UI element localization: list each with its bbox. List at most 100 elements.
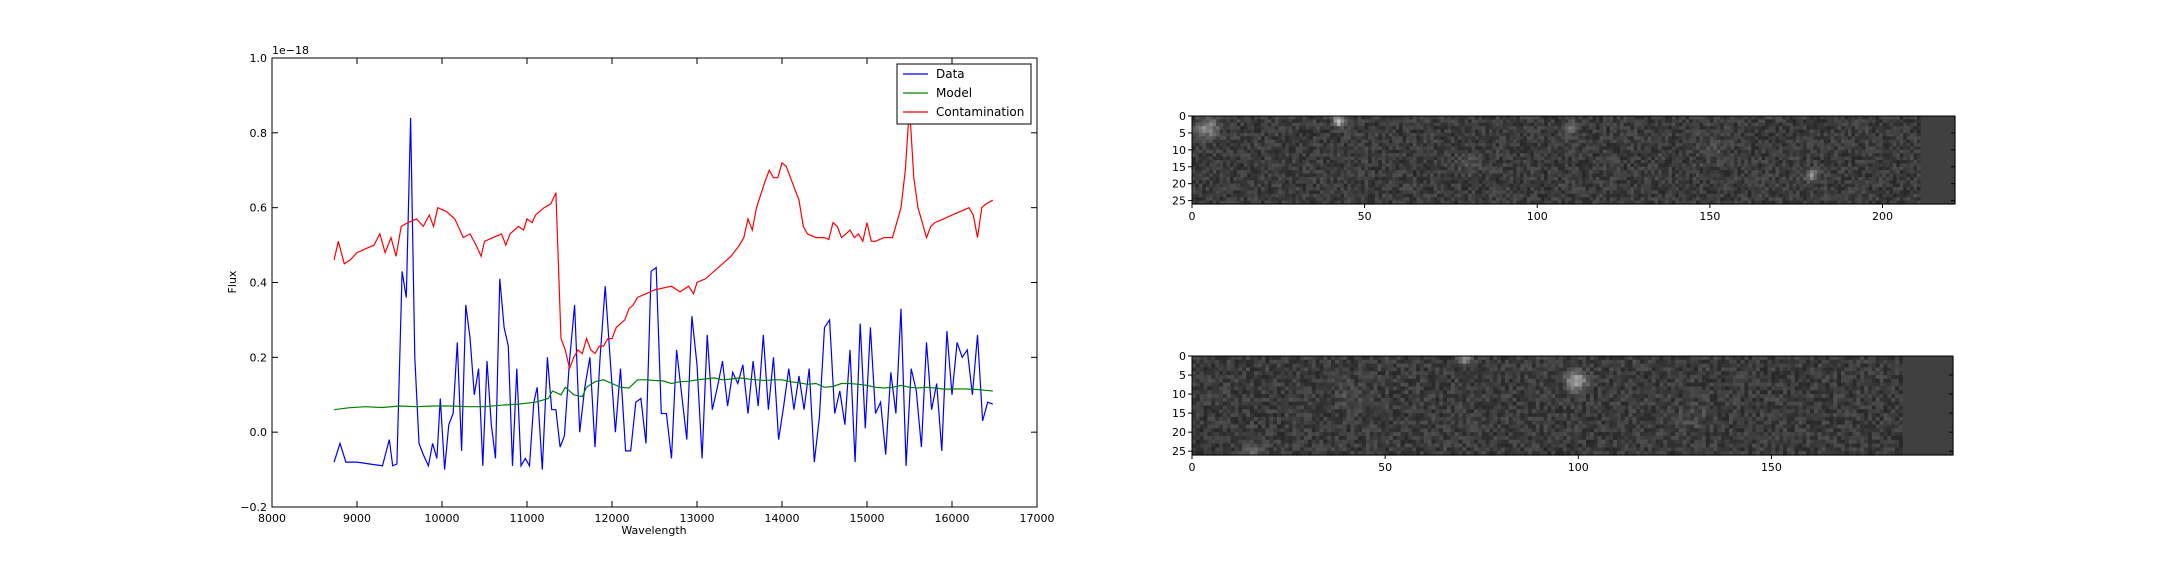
image-pixel xyxy=(1205,153,1210,158)
image-pixel xyxy=(1219,183,1224,188)
image-pixel xyxy=(1844,143,1849,148)
image-pixel xyxy=(1209,119,1214,124)
image-pixel xyxy=(1827,180,1832,185)
image-pixel xyxy=(1630,116,1635,120)
image-pixel xyxy=(1637,139,1642,144)
image-pixel xyxy=(1554,116,1559,120)
image-pixel xyxy=(1544,149,1549,154)
image-pixel xyxy=(1437,116,1442,120)
image-pixel xyxy=(1247,190,1252,195)
image-pixel xyxy=(1240,156,1245,161)
image-pixel xyxy=(1357,166,1362,171)
image-pixel xyxy=(1827,116,1832,120)
image-pixel xyxy=(1416,176,1421,181)
image-pixel xyxy=(1689,139,1694,144)
image-pixel xyxy=(1623,143,1628,148)
image-pixel xyxy=(1792,129,1797,134)
image-pixel xyxy=(1637,170,1642,175)
image-pixel xyxy=(1475,116,1480,120)
image-pixel xyxy=(1247,143,1252,148)
image-pixel xyxy=(1792,136,1797,141)
image-pixel xyxy=(1264,143,1269,148)
image-pixel xyxy=(1758,149,1763,154)
image-pixel xyxy=(1399,187,1404,192)
image-pixel xyxy=(1685,176,1690,181)
image-pixel xyxy=(1668,129,1673,134)
image-pixel xyxy=(1544,122,1549,127)
image-pixel xyxy=(1388,116,1393,120)
image-pixel xyxy=(1478,122,1483,127)
image-pixel xyxy=(1247,136,1252,141)
image-pixel xyxy=(1326,180,1331,185)
image-pixel xyxy=(1233,166,1238,171)
image-pixel xyxy=(1323,187,1328,192)
image-pixel xyxy=(1540,153,1545,158)
image-pixel xyxy=(1526,146,1531,151)
image-pixel xyxy=(1288,176,1293,181)
image-pixel xyxy=(1343,160,1348,164)
image-pixel xyxy=(1837,136,1842,141)
image-pixel xyxy=(1944,129,1949,134)
image-pixel xyxy=(1627,132,1632,137)
image-pixel xyxy=(1799,126,1804,131)
image-pixel xyxy=(1526,166,1531,171)
image-pixel xyxy=(1340,146,1345,151)
image-pixel xyxy=(1740,149,1745,154)
image-pixel xyxy=(1212,146,1217,151)
image-pixel xyxy=(1381,116,1386,120)
image-pixel xyxy=(1768,136,1773,141)
image-pixel xyxy=(1861,149,1866,154)
image-pixel xyxy=(1875,149,1880,154)
image-pixel xyxy=(1713,146,1718,151)
image-pixel xyxy=(1433,153,1438,158)
image-pixel xyxy=(1844,129,1849,134)
image-pixel xyxy=(1537,170,1542,175)
image-pixel xyxy=(1223,163,1228,168)
image-pixel xyxy=(1889,163,1894,168)
image-pixel xyxy=(1937,126,1942,131)
image-pixel xyxy=(1875,170,1880,175)
image-pixel xyxy=(1792,119,1797,124)
image-pixel xyxy=(1250,173,1255,178)
image-pixel xyxy=(1464,149,1469,154)
image-pixel xyxy=(1564,183,1569,188)
image-pixel xyxy=(1561,160,1566,164)
image-pixel xyxy=(1278,160,1283,164)
image-pixel xyxy=(1775,176,1780,181)
image-pixel xyxy=(1861,116,1866,120)
image-pixel xyxy=(1202,166,1207,171)
image-pixel xyxy=(1447,126,1452,131)
image-pixel xyxy=(1457,149,1462,154)
image-pixel xyxy=(1644,139,1649,144)
image-pixel xyxy=(1768,160,1773,164)
image-pixel xyxy=(1468,143,1473,148)
image-pixel xyxy=(1192,136,1197,141)
image-pixel xyxy=(1254,136,1259,141)
image-pixel xyxy=(1354,173,1359,178)
image-pixel xyxy=(1374,119,1380,124)
image-pixel xyxy=(1319,173,1324,178)
image-pixel xyxy=(1664,132,1670,137)
image-pixel xyxy=(1388,183,1393,188)
image-pixel xyxy=(1892,132,1897,137)
image-pixel xyxy=(1509,139,1514,144)
image-pixel xyxy=(1561,176,1566,181)
image-pixel xyxy=(1620,122,1625,127)
image-pixel xyxy=(1226,126,1231,131)
image-pixel xyxy=(1796,163,1801,168)
image-pixel xyxy=(1412,119,1418,124)
image-pixel xyxy=(1437,163,1442,168)
image-pixel xyxy=(1368,160,1373,164)
image-pixel xyxy=(1858,156,1863,161)
image-pixel xyxy=(1433,156,1438,161)
image-pixel xyxy=(1792,116,1797,120)
image-pixel xyxy=(1392,116,1397,120)
image-pixel xyxy=(1250,126,1255,131)
image-pixel xyxy=(1561,146,1566,151)
image-pixel xyxy=(1844,136,1849,141)
image-pixel xyxy=(1288,116,1293,120)
image-pixel xyxy=(1699,146,1704,151)
image-pixel xyxy=(1257,149,1262,154)
image-pixel xyxy=(1402,160,1407,164)
image-pixel xyxy=(1658,180,1663,185)
